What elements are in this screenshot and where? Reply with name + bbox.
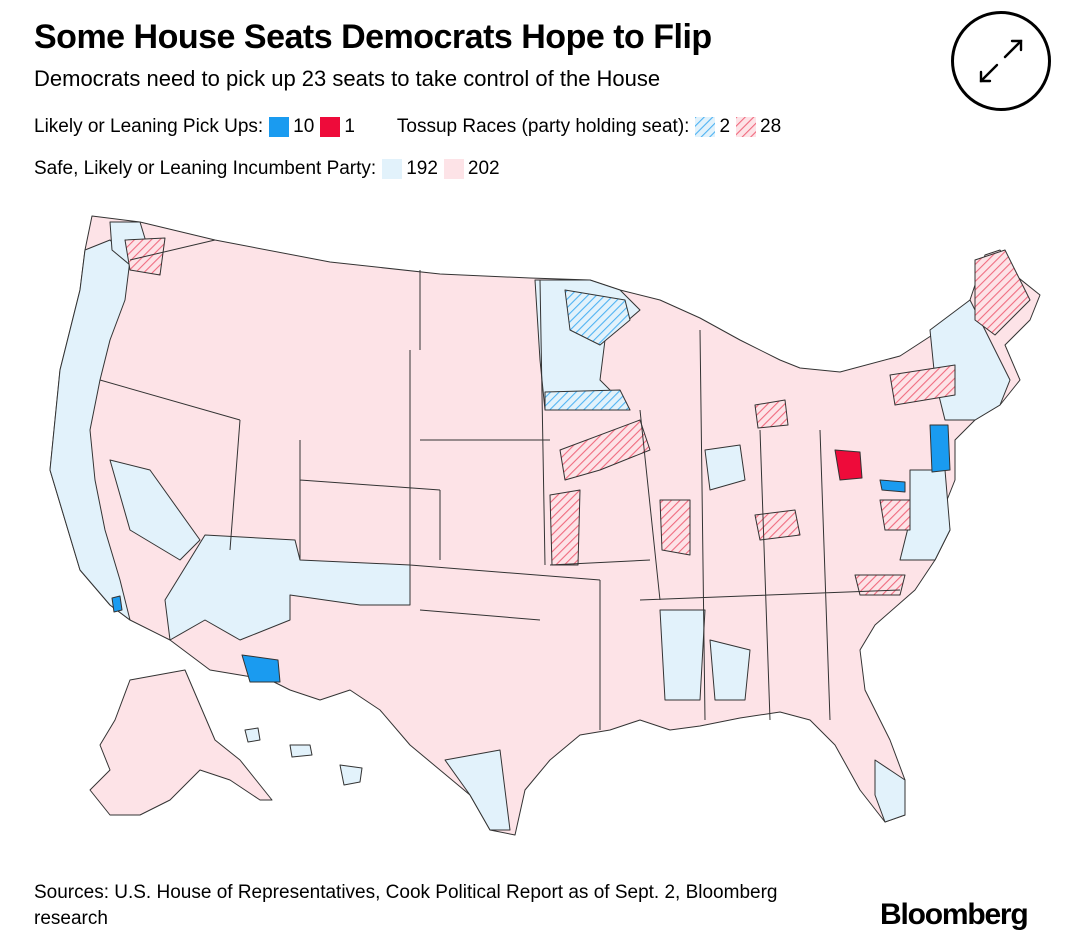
legend-tossup-label: Tossup Races (party holding seat): <box>396 116 690 137</box>
chart-title: Some House Seats Democrats Hope to Flip <box>34 18 712 56</box>
us-house-district-map <box>49 215 1041 836</box>
legend-swatch-dem-tossup <box>695 117 716 137</box>
legend-pickups-rep-count: 1 <box>344 116 355 137</box>
region-rep-pickup-pennsylvania <box>834 449 863 481</box>
sources-note: Sources: U.S. House of Representatives, … <box>34 882 778 929</box>
legend-safe-label: Safe, Likely or Leaning Incumbent Party: <box>34 158 377 179</box>
legend-swatch-rep-tossup <box>736 117 757 137</box>
legend-tossup-dem-count: 2 <box>719 116 731 137</box>
legend-swatch-dem-safe <box>382 159 403 179</box>
region-rep-tossup-iowa <box>559 419 651 481</box>
region-dem-alabama <box>709 639 751 701</box>
legend-row-pickups-tossups: Likely or Leaning Pick Ups: 10 1 Tossup … <box>34 116 781 138</box>
alaska-shape <box>89 669 273 816</box>
legend-row-safe: Safe, Likely or Leaning Incumbent Party:… <box>34 158 500 180</box>
region-dem-tossup-minnesota <box>564 289 631 346</box>
legend-safe-dem-count: 192 <box>406 158 438 179</box>
region-rep-tossup-northcarolina <box>854 574 906 596</box>
region-dem-florida <box>874 759 906 823</box>
region-dem-mississippi <box>659 609 706 701</box>
bloomberg-logo: Bloomberg <box>880 898 1029 931</box>
region-rep-tossup-kansas <box>549 489 581 566</box>
region-dem-michigan <box>704 444 746 491</box>
legend-swatch-rep-safe <box>443 159 464 179</box>
region-dem-pickup-maryland <box>879 479 906 493</box>
legend-safe-rep-count: 202 <box>467 158 500 179</box>
region-dem-pickup-newjersey <box>929 424 951 473</box>
region-rep-tossup-maine <box>974 249 1031 336</box>
region-dem-pickup-california <box>111 595 123 613</box>
hawaii-shape <box>244 727 363 786</box>
region-dem-nevada <box>109 459 201 561</box>
chart-subtitle: Democrats need to pick up 23 seats to ta… <box>34 66 661 91</box>
region-rep-tossup-michigan <box>754 399 789 429</box>
legend-pickups-dem-count: 10 <box>293 116 315 137</box>
region-rep-tossup-kentucky <box>754 509 801 541</box>
region-rep-tossup-virginia <box>879 499 911 531</box>
region-dem-tossup-minnesota-south <box>544 389 631 411</box>
legend-tossup-rep-count: 28 <box>760 116 782 137</box>
expand-arrows-icon <box>979 39 1023 83</box>
region-dem-pickup-arizona <box>241 654 281 683</box>
legend-swatch-dem-pickup <box>269 117 290 137</box>
region-dem-texas-south <box>444 749 511 831</box>
region-rep-tossup-illinois <box>659 499 691 556</box>
state-borders <box>99 239 901 730</box>
region-dem-pacific-coast <box>49 239 131 621</box>
legend-pickups-label: Likely or Leaning Pick Ups: <box>34 116 264 137</box>
expand-button[interactable] <box>951 11 1051 111</box>
region-rep-tossup-newyork <box>889 364 956 406</box>
legend-swatch-rep-pickup <box>320 117 341 137</box>
